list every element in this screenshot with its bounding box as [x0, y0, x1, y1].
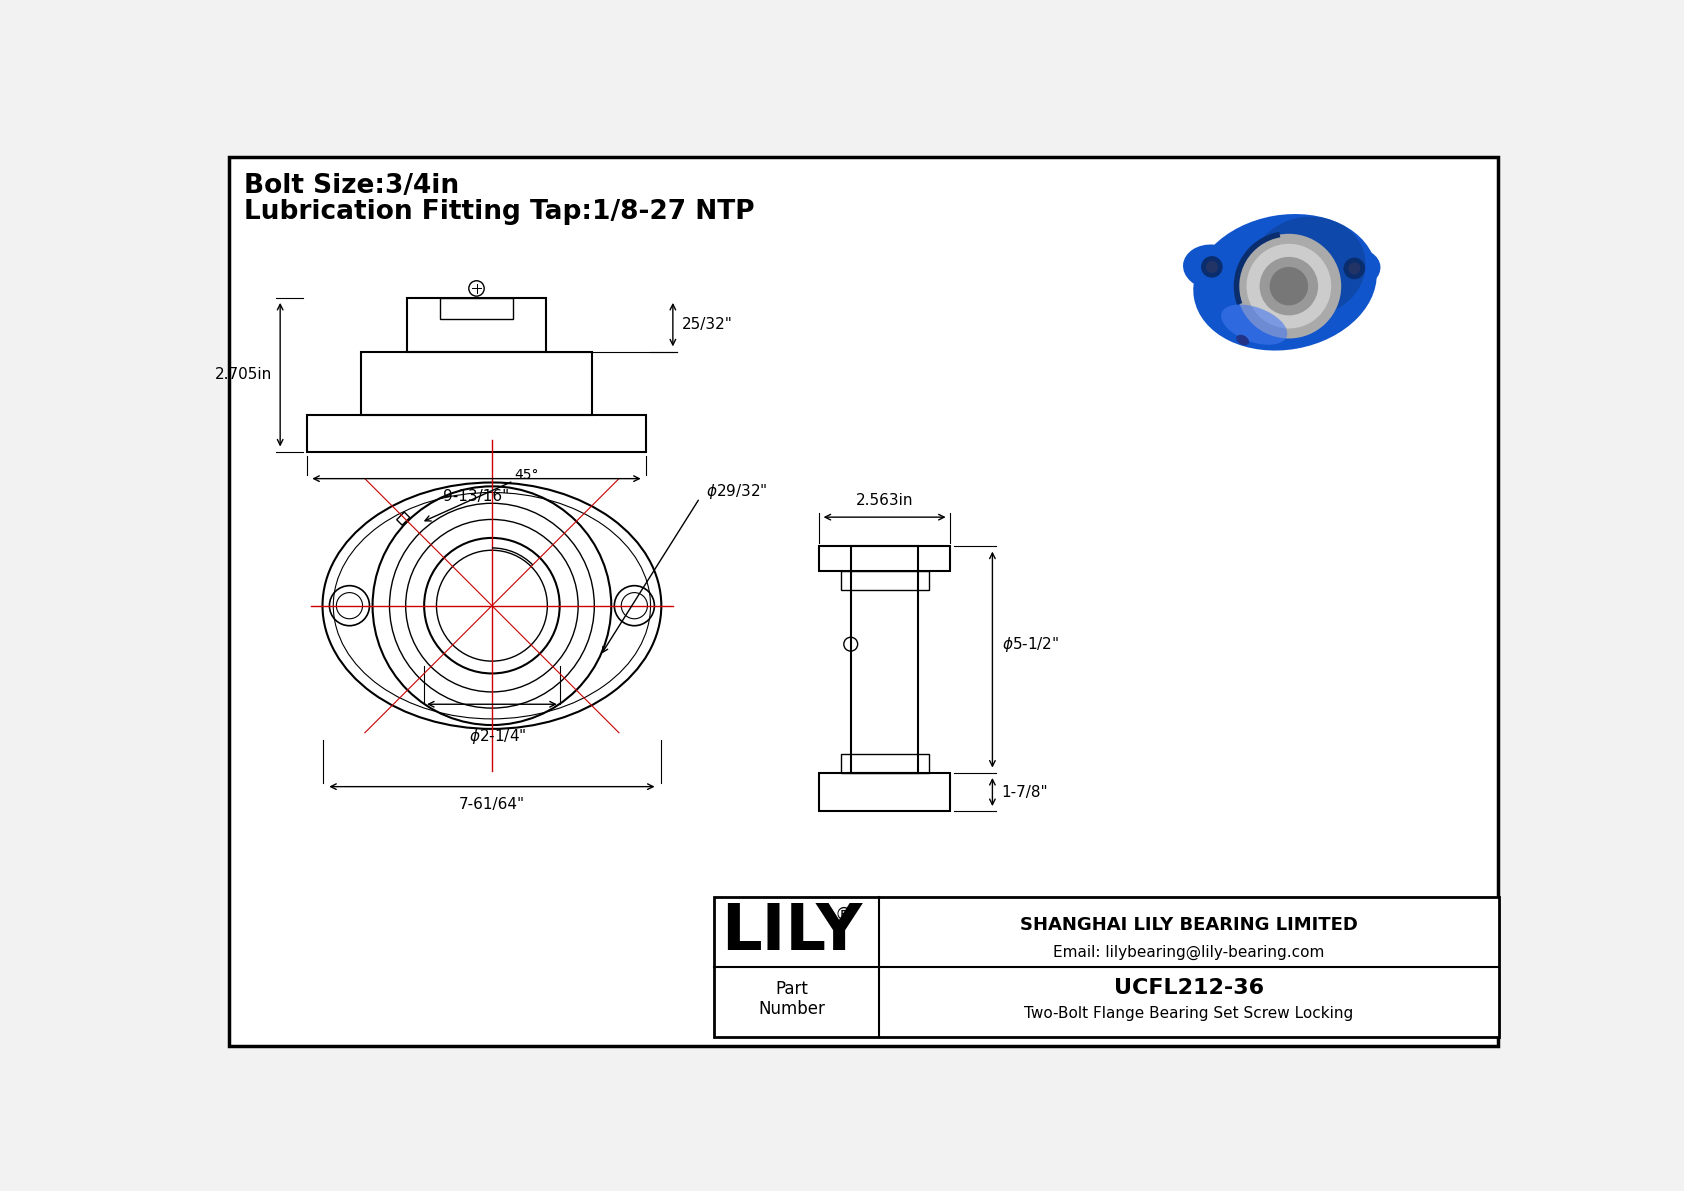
Circle shape — [1246, 244, 1332, 329]
Text: Part
Number: Part Number — [759, 980, 825, 1018]
Text: SHANGHAI LILY BEARING LIMITED: SHANGHAI LILY BEARING LIMITED — [1021, 916, 1357, 934]
Circle shape — [1344, 257, 1366, 279]
Text: 1-7/8": 1-7/8" — [1002, 785, 1047, 799]
Text: $\phi$2-1/4": $\phi$2-1/4" — [470, 728, 527, 747]
Text: 7-61/64": 7-61/64" — [458, 798, 525, 812]
Ellipse shape — [1221, 305, 1287, 344]
Text: $\phi$29/32": $\phi$29/32" — [706, 482, 768, 501]
Circle shape — [1260, 257, 1319, 316]
Bar — [360, 351, 593, 414]
Circle shape — [1201, 256, 1223, 278]
Bar — [714, 897, 1499, 1037]
Circle shape — [1349, 262, 1361, 275]
Circle shape — [1236, 233, 1340, 338]
Bar — [440, 298, 514, 319]
Ellipse shape — [1236, 335, 1250, 345]
Bar — [408, 298, 546, 351]
Bar — [397, 512, 409, 525]
Bar — [840, 754, 930, 773]
Ellipse shape — [1251, 217, 1366, 317]
Bar — [306, 414, 647, 451]
Bar — [818, 547, 950, 570]
Text: 9-13/16": 9-13/16" — [443, 488, 510, 504]
Text: Bolt Size:3/4in: Bolt Size:3/4in — [244, 173, 460, 199]
Text: Two-Bolt Flange Bearing Set Screw Locking: Two-Bolt Flange Bearing Set Screw Lockin… — [1024, 1005, 1354, 1021]
Bar — [840, 570, 930, 591]
Text: Lubrication Fitting Tap:1/8-27 NTP: Lubrication Fitting Tap:1/8-27 NTP — [244, 199, 754, 225]
Circle shape — [1206, 261, 1218, 273]
Text: 25/32": 25/32" — [682, 317, 733, 332]
Bar — [850, 545, 918, 773]
Text: 2.563in: 2.563in — [855, 493, 913, 507]
Text: Email: lilybearing@lily-bearing.com: Email: lilybearing@lily-bearing.com — [1052, 946, 1324, 960]
Text: 45°: 45° — [514, 468, 539, 482]
Text: $\phi$5-1/2": $\phi$5-1/2" — [1002, 635, 1059, 654]
Text: ®: ® — [835, 906, 852, 924]
Ellipse shape — [1194, 214, 1378, 350]
Ellipse shape — [1184, 244, 1241, 289]
Text: 2.705in: 2.705in — [216, 367, 273, 382]
Text: UCFL212-36: UCFL212-36 — [1113, 978, 1263, 998]
Circle shape — [1270, 267, 1308, 305]
Text: LILY: LILY — [721, 900, 862, 962]
Bar — [818, 773, 950, 811]
Ellipse shape — [1329, 249, 1381, 288]
